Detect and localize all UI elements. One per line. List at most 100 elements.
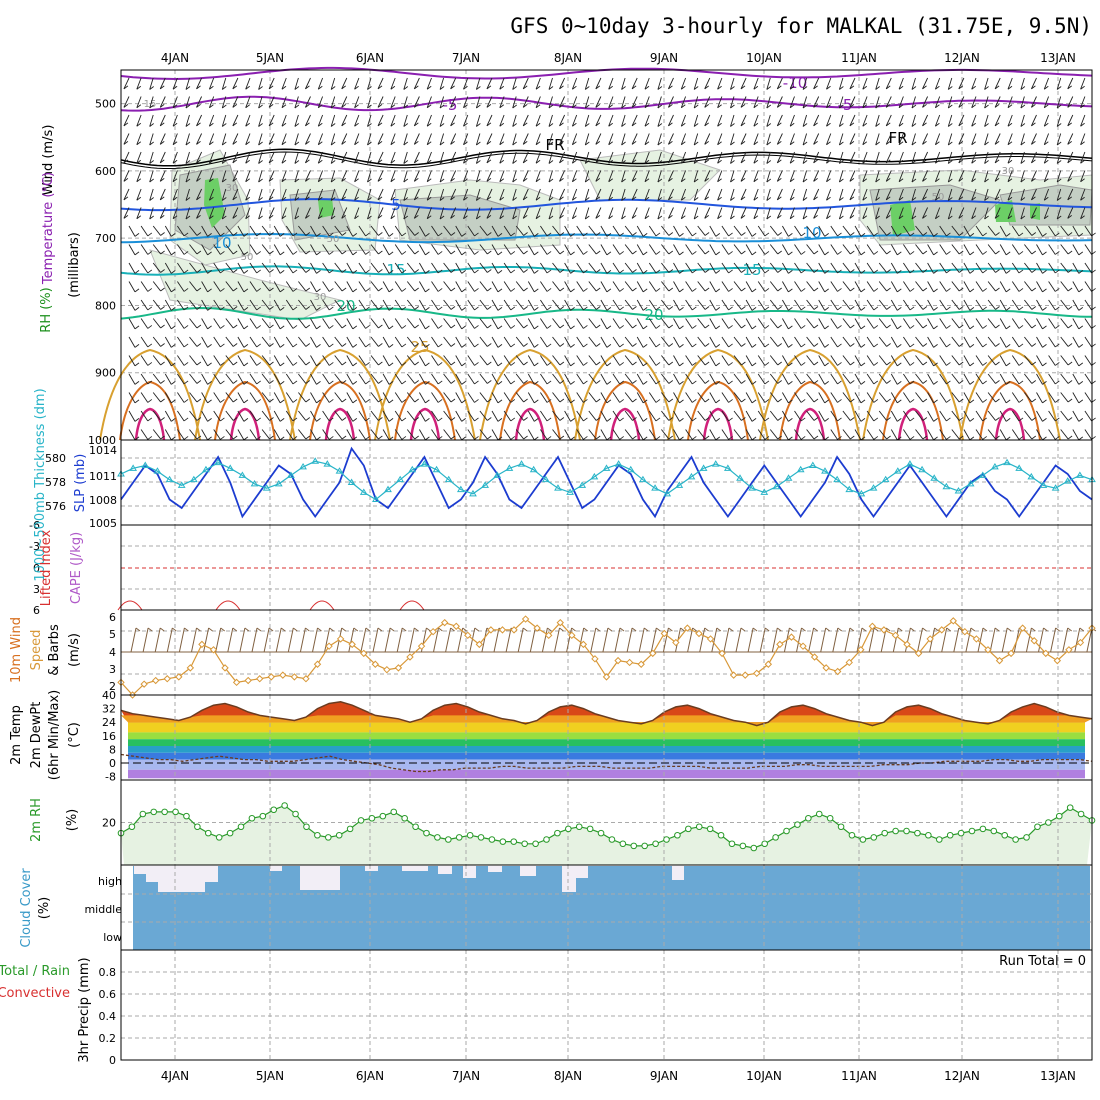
- wind-barb: [885, 114, 892, 127]
- wind-barb-flag: [512, 197, 517, 201]
- wind-barb: [406, 373, 416, 384]
- rh-marker: [925, 831, 932, 839]
- wind-barb: [358, 355, 366, 366]
- wind-barb-flag: [414, 196, 419, 201]
- wind-barb: [552, 336, 561, 347]
- wind-barb: [245, 188, 251, 201]
- wind-barb-flag: [305, 250, 311, 255]
- wind-barb-flag: [535, 196, 541, 201]
- rh-marker: [412, 823, 419, 831]
- wind-barb-flag: [377, 178, 383, 182]
- wind-barb-flag: [1067, 627, 1072, 632]
- wind-barb: [862, 114, 868, 127]
- wind-barb-flag: [1031, 269, 1037, 273]
- wind-barb: [406, 336, 416, 347]
- wind-barb-flag: [341, 343, 347, 347]
- wind-barb: [595, 133, 602, 145]
- wind-barb-flag: [487, 250, 492, 255]
- wind-barb-flag: [1067, 269, 1073, 273]
- wind-barb-flag: [341, 122, 346, 127]
- wind-barb: [1020, 207, 1025, 220]
- wind-barb-flag: [256, 269, 261, 274]
- wind-barb: [621, 207, 626, 220]
- wind-barb: [208, 188, 215, 201]
- wind-barb-flag: [243, 418, 249, 422]
- wind-barb: [934, 188, 941, 201]
- wind-barb: [467, 392, 475, 403]
- wind-barb: [367, 114, 372, 127]
- wind-barb-flag: [378, 269, 383, 273]
- wind-barb: [172, 133, 178, 145]
- wind-barb: [842, 318, 851, 329]
- wind-barb: [370, 410, 379, 421]
- wind-barb: [796, 627, 802, 653]
- clear-sky-gap: [205, 866, 218, 882]
- wind-barb: [661, 244, 670, 255]
- wind-barb: [911, 207, 916, 220]
- wind-barb: [354, 188, 360, 201]
- wind-barb-flag: [341, 215, 346, 219]
- wind-barb-flag: [606, 362, 612, 367]
- wind-barb-flag: [523, 417, 528, 421]
- wind-barb: [384, 627, 391, 653]
- wind-speed-marker: [695, 629, 703, 638]
- wind-barb: [294, 77, 299, 90]
- wind-barb-flag: [329, 306, 334, 311]
- rh-marker: [586, 825, 594, 833]
- wind-barb: [898, 114, 904, 127]
- wind-barb-flag: [715, 436, 721, 441]
- wind-barb: [668, 170, 674, 182]
- wind-barb: [128, 281, 136, 293]
- wind-barb: [196, 170, 203, 182]
- wind-speed-marker: [544, 631, 553, 640]
- wind-barb-flag: [1055, 232, 1060, 237]
- wind-barb-flag: [134, 233, 140, 237]
- wind-barb: [354, 114, 360, 127]
- wind-barb: [172, 151, 178, 164]
- isotherm-line: [667, 348, 769, 441]
- wind-barb: [535, 188, 541, 201]
- wind-barb-flag: [401, 269, 407, 274]
- wind-barb-flag: [414, 361, 419, 366]
- wind-barb: [479, 410, 488, 421]
- wind-barb-flag: [717, 104, 722, 109]
- wind-barb-flag: [196, 324, 202, 329]
- wind-barb: [1056, 114, 1062, 127]
- wind-barb-flag: [606, 381, 612, 385]
- rh-marker: [892, 827, 899, 835]
- wind-barb: [576, 244, 584, 255]
- wind-barb-flag: [922, 306, 928, 310]
- wind-barb: [491, 410, 499, 422]
- wind-barb-flag: [644, 122, 650, 127]
- wind-barb-flag: [414, 159, 419, 164]
- wind-barb: [1011, 336, 1020, 348]
- wind-barb-flag: [958, 104, 964, 108]
- wind-barb-flag: [764, 325, 770, 329]
- wind-barb: [730, 133, 735, 146]
- wind-barb: [463, 151, 469, 164]
- wind-barb-flag: [220, 399, 225, 403]
- axis-tick-label: 800: [95, 299, 116, 312]
- wind-barb: [1036, 355, 1043, 367]
- wind-barb-flag: [256, 436, 261, 440]
- wind-barb: [394, 281, 403, 292]
- contour-label: 25: [410, 338, 429, 356]
- wind-barb: [426, 170, 432, 182]
- wind-barb: [818, 336, 826, 348]
- wind-barb-flag: [196, 232, 202, 236]
- wind-barb: [934, 207, 941, 219]
- wind-barb: [1011, 244, 1020, 255]
- wind-barb: [875, 170, 880, 183]
- wind-barb: [757, 281, 766, 292]
- wind-barb: [164, 262, 172, 274]
- wind-barb-flag: [632, 306, 637, 310]
- thickness-marker: [554, 484, 562, 491]
- wind-barb-flag: [548, 215, 554, 220]
- wind-barb: [413, 77, 420, 90]
- wind-barb: [322, 336, 330, 348]
- thickness-marker: [226, 464, 235, 471]
- wind-barb: [159, 207, 166, 219]
- wind-barb: [457, 627, 464, 653]
- wind-barb: [479, 429, 488, 440]
- wind-barb-flag: [439, 104, 445, 109]
